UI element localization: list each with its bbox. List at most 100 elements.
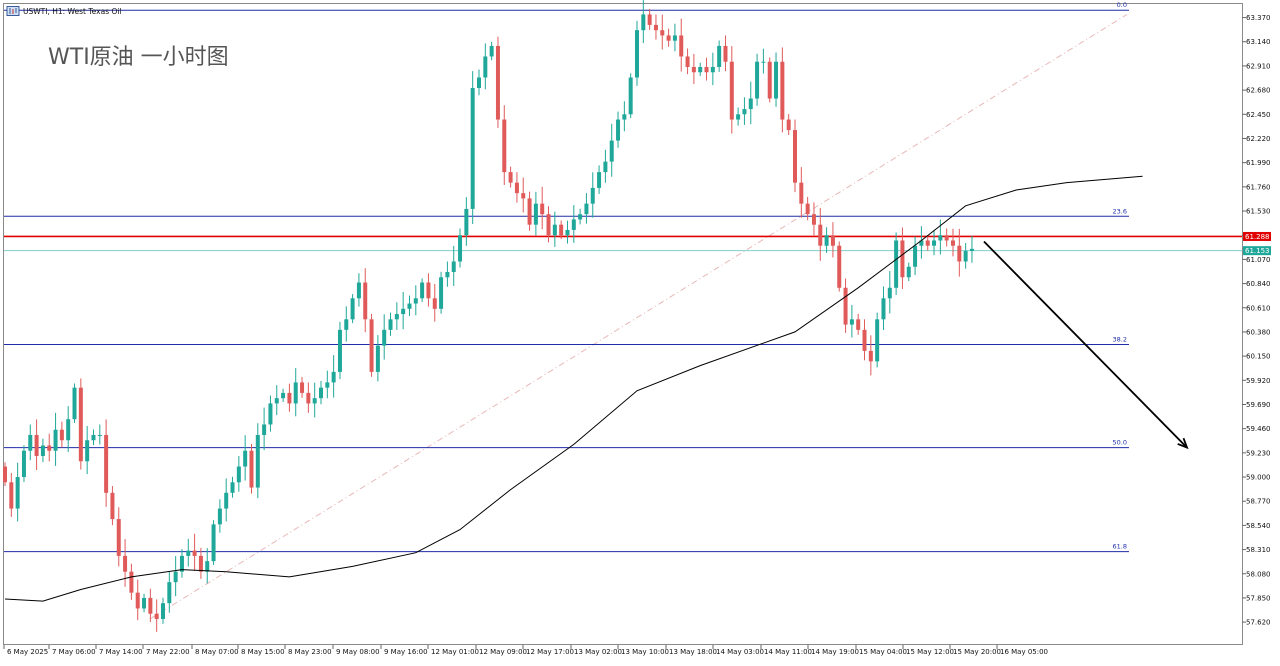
arrow-shaft bbox=[983, 240, 1188, 449]
candle-bull bbox=[483, 56, 488, 78]
x-tick-label: 14 May 19:00 bbox=[811, 648, 859, 656]
candle-bear bbox=[116, 519, 121, 556]
candle-bear bbox=[192, 550, 197, 556]
candle-bull bbox=[533, 203, 538, 225]
candle-bull bbox=[167, 582, 172, 604]
candle-bull bbox=[717, 45, 722, 67]
candle-bull bbox=[458, 235, 463, 262]
y-tick-label: 58.080 bbox=[1246, 570, 1271, 578]
candle-bull bbox=[173, 571, 178, 583]
fib-level-label: 50.0 bbox=[1113, 439, 1127, 447]
candle-bull bbox=[394, 314, 399, 320]
candle-bull bbox=[274, 398, 279, 404]
candle-bull bbox=[230, 482, 235, 493]
candle-bear bbox=[432, 298, 437, 309]
candle-bull bbox=[413, 298, 418, 304]
y-tick-label: 60.380 bbox=[1246, 328, 1271, 336]
candle-bull bbox=[382, 329, 387, 346]
candle-bear bbox=[647, 14, 652, 25]
candle-bear bbox=[830, 235, 835, 246]
candle-bear bbox=[679, 35, 684, 57]
candle-bear bbox=[811, 214, 816, 225]
x-tick-label: 6 May 2025 bbox=[7, 648, 48, 656]
candle-bull bbox=[331, 371, 336, 383]
candle-bear bbox=[3, 466, 7, 483]
candle-bear bbox=[47, 445, 52, 451]
candle-bull bbox=[293, 382, 298, 404]
candle-bull bbox=[875, 319, 880, 362]
candle-bull bbox=[401, 308, 406, 315]
candle-bull bbox=[672, 35, 677, 41]
candle-bull bbox=[590, 187, 595, 204]
candle-bull bbox=[243, 450, 248, 467]
x-tick-label: 8 May 07:00 bbox=[195, 648, 239, 656]
candle-bear bbox=[900, 240, 905, 278]
candle-bear bbox=[521, 193, 526, 199]
candle-bull bbox=[774, 61, 779, 99]
candle-bear bbox=[508, 172, 513, 183]
x-tick-label: 12 May 09:00 bbox=[479, 648, 527, 656]
x-tick-label: 8 May 23:00 bbox=[288, 648, 332, 656]
time-axis: 6 May 2025 7 May 06:00 7 May 14:00 7 May 22… bbox=[3, 645, 1048, 656]
candle-bull bbox=[698, 66, 703, 73]
symbol-label: USWTI, H1: West Texas Oil bbox=[23, 7, 122, 16]
y-tick-label: 58.310 bbox=[1246, 546, 1271, 554]
x-tick-label: 7 May 06:00 bbox=[52, 648, 96, 656]
candle-bull bbox=[312, 398, 317, 404]
candle-bull bbox=[255, 434, 260, 488]
moving-average bbox=[4, 175, 1143, 602]
candle-bear bbox=[868, 350, 873, 362]
y-tick-label: 57.620 bbox=[1246, 619, 1271, 627]
candle-bear bbox=[78, 387, 83, 462]
candle-bear bbox=[495, 45, 500, 120]
candle-bear bbox=[514, 182, 519, 194]
candle-bull bbox=[477, 77, 481, 89]
y-tick-label: 59.690 bbox=[1246, 401, 1271, 409]
candle-bear bbox=[110, 492, 115, 520]
y-tick-label: 63.140 bbox=[1246, 38, 1271, 46]
candle-bull bbox=[894, 240, 899, 288]
candle-bull bbox=[635, 30, 639, 78]
candle-bear bbox=[198, 555, 203, 572]
y-tick-label: 60.150 bbox=[1246, 353, 1271, 361]
candle-bear bbox=[805, 203, 810, 215]
candle-bull bbox=[761, 61, 766, 63]
fib-trend-line-segment bbox=[149, 13, 1128, 620]
price-tag-label: 61.153 bbox=[1245, 247, 1270, 255]
y-tick-label: 57.850 bbox=[1246, 594, 1271, 602]
candle-bear bbox=[925, 240, 930, 246]
candle-bull bbox=[281, 392, 286, 399]
x-tick-label: 15 May 12:00 bbox=[906, 648, 954, 656]
candle-bull bbox=[963, 250, 968, 262]
candle-bull bbox=[337, 329, 342, 372]
arrow-head bbox=[1177, 437, 1189, 450]
candle-bear bbox=[287, 392, 292, 404]
candle-bear bbox=[944, 235, 949, 241]
candle-bull bbox=[350, 298, 355, 320]
candle-bear bbox=[767, 61, 772, 99]
x-tick-label: 16 May 05:00 bbox=[1000, 648, 1048, 656]
x-tick-label: 7 May 22:00 bbox=[146, 648, 190, 656]
y-tick-label: 61.530 bbox=[1246, 208, 1271, 216]
y-tick-label: 62.450 bbox=[1246, 111, 1271, 119]
candle-bear bbox=[660, 30, 665, 36]
candle-bear bbox=[129, 571, 134, 593]
candle-bear bbox=[123, 555, 128, 572]
x-tick-label: 8 May 15:00 bbox=[241, 648, 285, 656]
candle-bear bbox=[685, 56, 690, 67]
plot-border bbox=[3, 3, 1243, 645]
candle-bear bbox=[793, 130, 797, 183]
candle-bull bbox=[932, 240, 937, 246]
candle-bear bbox=[9, 482, 14, 509]
y-tick-label: 62.910 bbox=[1246, 62, 1271, 70]
candle-bear bbox=[799, 182, 804, 204]
candle-bull bbox=[407, 303, 412, 309]
candle-bear bbox=[691, 66, 696, 73]
candle-bear bbox=[818, 224, 823, 246]
candle-bear bbox=[723, 45, 728, 62]
candle-bull bbox=[597, 172, 602, 188]
candle-bear bbox=[540, 203, 545, 215]
candle-bull bbox=[578, 214, 583, 220]
